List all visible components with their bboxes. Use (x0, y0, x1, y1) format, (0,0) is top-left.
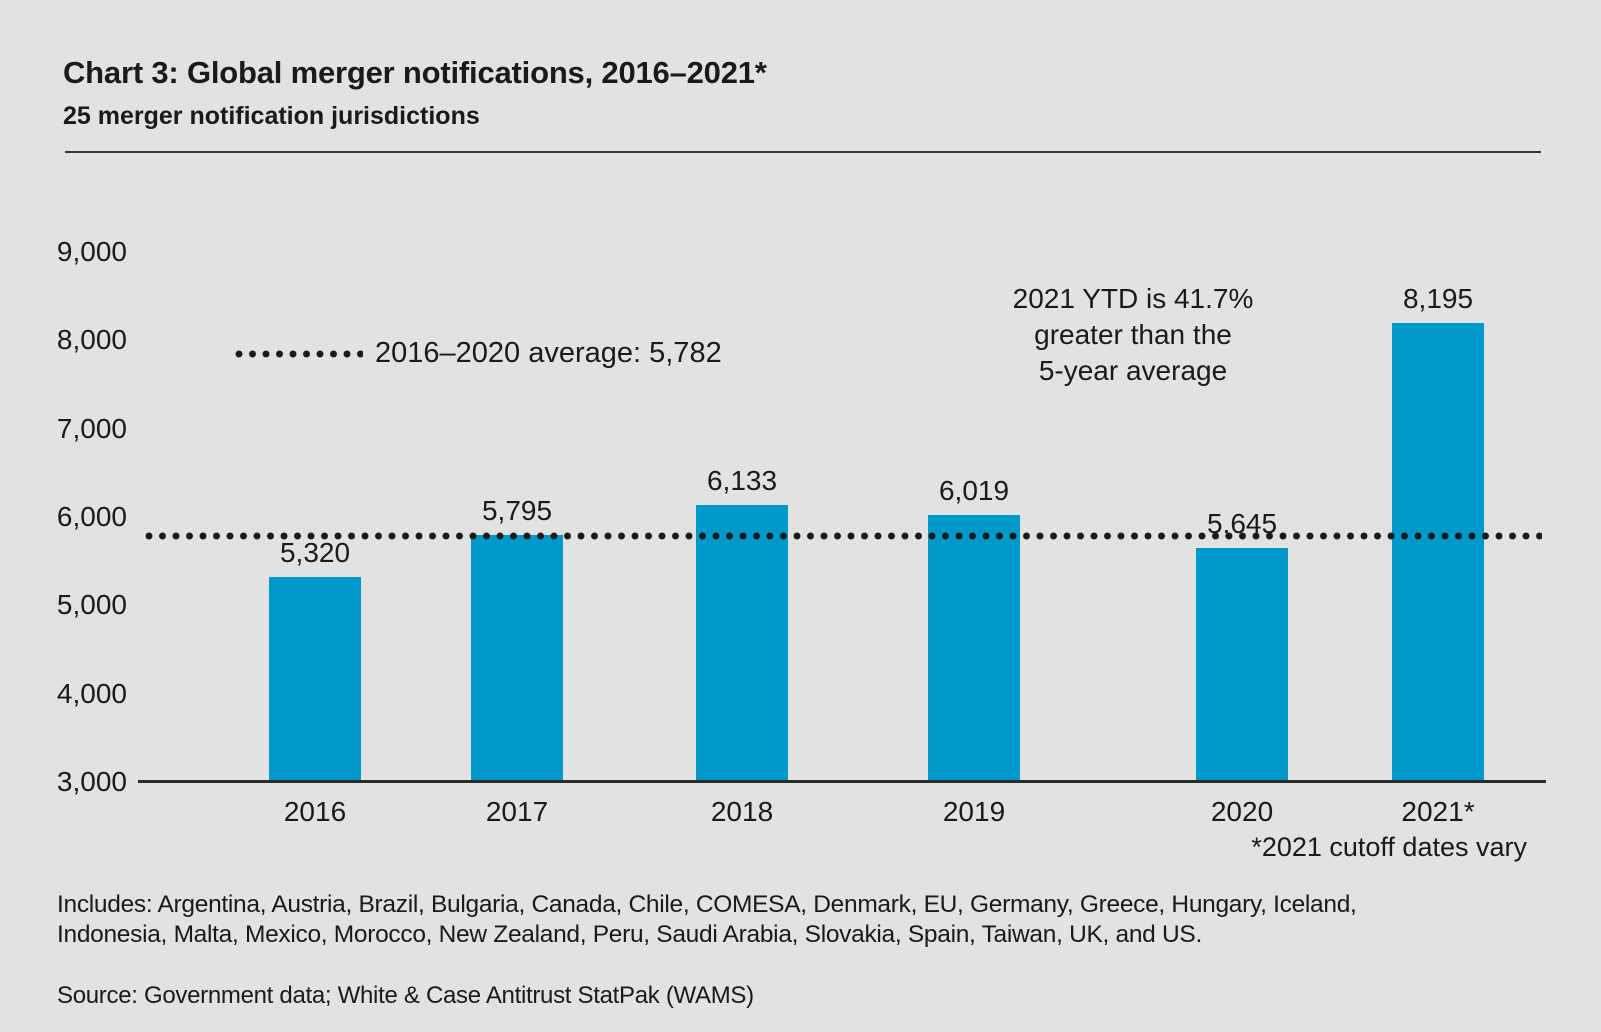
bar-value-label: 5,645 (1206, 508, 1278, 540)
x-tick-label: 2018 (710, 796, 774, 827)
header-divider (65, 151, 1541, 153)
average-line-dots (145, 532, 1542, 541)
x-axis-line (138, 780, 1546, 783)
bar-value-label: 8,195 (1402, 283, 1474, 315)
annotation-line-2: greater than the (1034, 319, 1232, 350)
bar-2021 (1392, 323, 1484, 782)
cutoff-footnote: *2021 cutoff dates vary (1251, 832, 1527, 862)
average-line-legend: 2016–2020 average: 5,782 (235, 336, 722, 369)
bar-2017 (471, 535, 563, 782)
chart-title: Chart 3: Global merger notifications, 20… (63, 55, 767, 90)
x-tick-label: 2020 (1210, 796, 1274, 827)
bar-2016 (269, 577, 361, 782)
bar-value-label: 6,133 (706, 465, 778, 497)
bar-value-label: 5,320 (279, 537, 351, 569)
legend-label: 2016–2020 average: 5,782 (375, 336, 722, 369)
source-footnote: Source: Government data; White & Case An… (57, 982, 754, 1009)
bar-2020 (1196, 548, 1288, 782)
annotation-line-1: 2021 YTD is 41.7% (1012, 283, 1254, 314)
includes-footnote: Includes: Argentina, Austria, Brazil, Bu… (57, 891, 1357, 948)
x-tick-label: 2019 (942, 796, 1006, 827)
legend-dotted-sample (235, 350, 363, 358)
annotation-ytd: 2021 YTD is 41.7% greater than the 5-yea… (933, 281, 1333, 389)
average-line (145, 532, 1542, 541)
x-tick-label: 2017 (485, 796, 549, 827)
y-tick-label: 7,000 (56, 412, 127, 444)
y-tick-label: 8,000 (56, 324, 127, 356)
bar-value-label: 6,019 (938, 475, 1010, 507)
y-tick-label: 5,000 (56, 589, 127, 621)
x-tick-label: 2021* (1401, 796, 1475, 827)
chart-subtitle: 25 merger notification jurisdictions (63, 102, 480, 130)
bar-2018 (696, 505, 788, 782)
y-tick-label: 3,000 (56, 766, 127, 797)
y-tick-label: 4,000 (56, 677, 127, 709)
bar-value-label: 5,795 (481, 495, 553, 527)
bar-2019 (928, 515, 1020, 782)
annotation-line-3: 5-year average (1038, 355, 1228, 386)
x-tick-label: 2016 (283, 796, 347, 827)
y-tick-label: 6,000 (56, 501, 127, 532)
y-tick-label: 9,000 (56, 236, 127, 267)
